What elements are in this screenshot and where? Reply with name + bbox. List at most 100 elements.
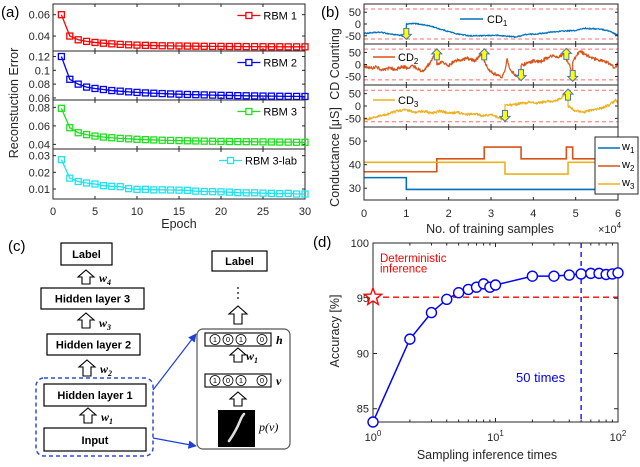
x-tick-label: 1 (403, 208, 409, 220)
highlight-dashed-box (35, 377, 154, 457)
input-box (43, 427, 147, 452)
x-tick-label: 0 (50, 206, 56, 218)
data-point-marker (276, 138, 284, 146)
up-arrow-icon (228, 347, 248, 363)
bit-value: 1 (213, 335, 217, 344)
layer-box-input: Input (43, 427, 147, 452)
data-point-marker (267, 189, 276, 197)
panel-d-accuracy-chart: Accuracy [%] Sampling inference times 85… (328, 238, 627, 462)
x-tick-label: 3 (488, 208, 494, 220)
x-tick-label: 30 (299, 206, 311, 218)
deterministic-inference-label: Deterministic (380, 253, 447, 265)
data-point-marker (192, 187, 200, 195)
fifty-times-label: 50 times (516, 370, 566, 385)
legend-label-name: w (621, 177, 630, 189)
data-point-marker (234, 189, 242, 197)
data-point-marker (259, 43, 267, 51)
data-point-marker (234, 42, 242, 51)
data-point-marker (217, 42, 225, 51)
data-point-marker (99, 85, 108, 94)
data-point-marker (82, 179, 91, 187)
y-tick-label: 50 (349, 89, 361, 101)
data-point-marker (108, 86, 116, 95)
data-point-marker (99, 133, 108, 141)
data-point-marker (225, 91, 234, 100)
data-point-marker (200, 91, 208, 99)
data-point-marker (250, 138, 259, 146)
legend-label-w3: w3 (621, 177, 635, 191)
series-line-cd-3 (363, 90, 619, 121)
update-down-arrow-icon (566, 69, 579, 83)
y-tick-label: 0.06 (29, 121, 50, 133)
visible-unit: 1 (209, 375, 221, 386)
y-tick-label: 90 (357, 348, 369, 360)
series-line-rbm-1 (60, 14, 305, 48)
data-point-marker (425, 306, 438, 319)
data-point-marker (208, 91, 217, 99)
y-axis-label-counting: CD Counting (328, 28, 342, 100)
data-point-marker (133, 185, 141, 193)
up-arrow-icon (77, 359, 97, 377)
x-axis-label: Sampling inference times (417, 448, 557, 462)
data-point-marker (166, 90, 175, 98)
update-up-arrow-icon (561, 88, 575, 101)
legend-label-name: w (621, 159, 630, 171)
x-tick-label-base: 10 (487, 432, 499, 444)
data-point-marker (82, 131, 91, 139)
legend-label-name: CD (398, 95, 414, 107)
data-point-marker (225, 188, 234, 196)
data-point-marker (612, 267, 624, 279)
data-point-marker (124, 41, 133, 49)
weight-subscript: 1 (254, 356, 258, 365)
data-point-marker (133, 88, 141, 97)
bit-value: 0 (260, 335, 264, 344)
bit-value: 0 (226, 376, 230, 385)
rbm-detail: Label 1 0 1 0 h w1 1 0 1 0 v (196, 250, 291, 450)
data-point-marker (82, 37, 91, 46)
legend-label: CD1 (487, 14, 508, 28)
y-tick-label: 0.12 (29, 52, 50, 64)
data-point-marker (150, 136, 158, 144)
series-line-cd-2 (363, 48, 619, 81)
panel-label-c: (c) (8, 238, 26, 255)
bit-value: 0 (226, 335, 230, 344)
legend-entry-cd-2: CD2 (373, 52, 419, 66)
data-point-marker (276, 43, 284, 51)
data-point-marker (192, 91, 200, 99)
data-point-marker (208, 137, 217, 145)
data-point-marker (234, 137, 242, 146)
label-box (60, 242, 113, 266)
data-point-marker (301, 190, 309, 198)
weight-subscript: 1 (109, 417, 113, 426)
weight-symbol: w (99, 316, 108, 330)
data-point-marker (259, 138, 267, 146)
zoom-arrow-icon (152, 437, 197, 449)
data-point-marker (150, 89, 158, 97)
data-point-marker (284, 43, 292, 51)
data-point-marker (301, 138, 309, 146)
subplot-rbm-1: 0.04 0.06 RBM 1 (29, 3, 309, 52)
visible-unit: 1 (235, 375, 247, 386)
x-tick-label-exponent: 1 (499, 429, 504, 438)
hidden-layer-2-text: Hidden layer 2 (56, 340, 131, 352)
data-point-marker (217, 188, 225, 196)
data-point-marker (250, 189, 259, 197)
data-point-marker (192, 137, 200, 145)
visible-unit: 0 (222, 375, 234, 386)
data-point-marker (292, 190, 301, 198)
weight-label-w1: w1 (101, 410, 113, 426)
data-point-marker (183, 137, 192, 145)
legend-entry-rbm-1: RBM 1 (237, 11, 297, 23)
x-tick-label: 6 (615, 208, 621, 220)
subplot-rbm-3-lab: 0.01 0.02 0.03 RBM 3-lab (29, 148, 309, 200)
hidden-layer-1-box (43, 383, 147, 407)
data-point-marker (74, 36, 82, 44)
data-point-marker (91, 84, 99, 93)
subplot-rbm-3: 0.04 0.06 0.08 RBM 3 (29, 99, 309, 151)
legend-label-w1: w1 (621, 141, 635, 155)
input-box-text: Input (82, 435, 109, 447)
data-point-marker (175, 90, 183, 98)
data-point-marker (284, 138, 292, 146)
